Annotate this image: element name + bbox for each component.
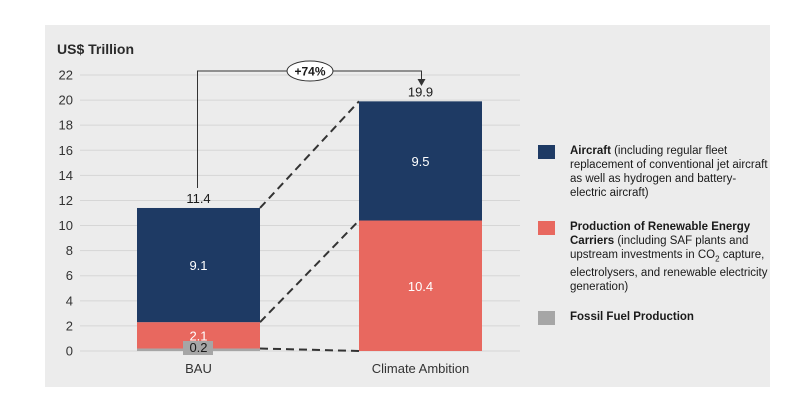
data-label: 2.1	[189, 328, 207, 343]
y-tick-label: 12	[59, 193, 73, 208]
legend-swatch-renewable	[538, 221, 555, 235]
legend-renewable-subscript: 2	[715, 254, 720, 264]
total-label: 19.9	[408, 84, 433, 99]
y-tick-label: 10	[59, 218, 73, 233]
growth-annotation: +74%	[294, 65, 325, 79]
data-label: 9.5	[411, 154, 429, 169]
arrow-head	[417, 79, 426, 86]
data-label: 10.4	[408, 279, 433, 294]
legend-fossil-name: Fossil Fuel Production	[570, 311, 694, 323]
data-label: 9.1	[189, 258, 207, 273]
connector-line	[259, 100, 360, 209]
legend-swatch-aircraft	[538, 145, 555, 159]
connector-line	[259, 347, 360, 352]
legend-swatch-fossil	[538, 311, 555, 325]
total-label: 11.4	[186, 191, 210, 206]
legend-item-fossil-fuel: Fossil Fuel Production	[538, 310, 770, 326]
legend-aircraft-detail: (including regular fleet replacement of …	[570, 145, 768, 199]
bar-segment	[359, 101, 482, 221]
y-tick-label: 6	[66, 268, 73, 283]
y-tick-label: 0	[66, 344, 73, 359]
connector-line	[259, 219, 360, 323]
y-tick-label: 14	[59, 168, 73, 183]
x-tick-label: BAU	[185, 361, 212, 376]
legend-aircraft-name: Aircraft	[570, 145, 611, 157]
x-tick-label: Climate Ambition	[372, 361, 470, 376]
bar-segment	[137, 207, 260, 323]
y-tick-label: 20	[59, 93, 73, 108]
legend-item-renewable-energy-carriers: Production of Renewable Energy Carriers …	[538, 220, 770, 294]
data-label-bg	[183, 341, 213, 355]
legend-renewable-detail-a: (including SAF plants and upstream inves…	[570, 235, 749, 261]
y-tick-label: 4	[66, 293, 73, 308]
y-tick-label: 8	[66, 243, 73, 258]
y-tick-label: 16	[59, 143, 73, 158]
legend-item-aircraft: Aircraft (including regular fleet replac…	[538, 144, 770, 200]
y-axis-title: US$ Trillion	[57, 41, 134, 57]
data-label: 0.2	[189, 340, 207, 355]
legend-renewable-detail-b: capture, electrolysers, and renewable el…	[570, 249, 768, 294]
y-tick-label: 18	[59, 118, 73, 133]
y-tick-label: 2	[66, 318, 73, 333]
legend-renewable-name: Production of Renewable Energy Carriers	[570, 221, 751, 247]
growth-badge	[286, 60, 334, 82]
bar-segment	[359, 220, 482, 351]
y-tick-label: 22	[59, 68, 73, 83]
